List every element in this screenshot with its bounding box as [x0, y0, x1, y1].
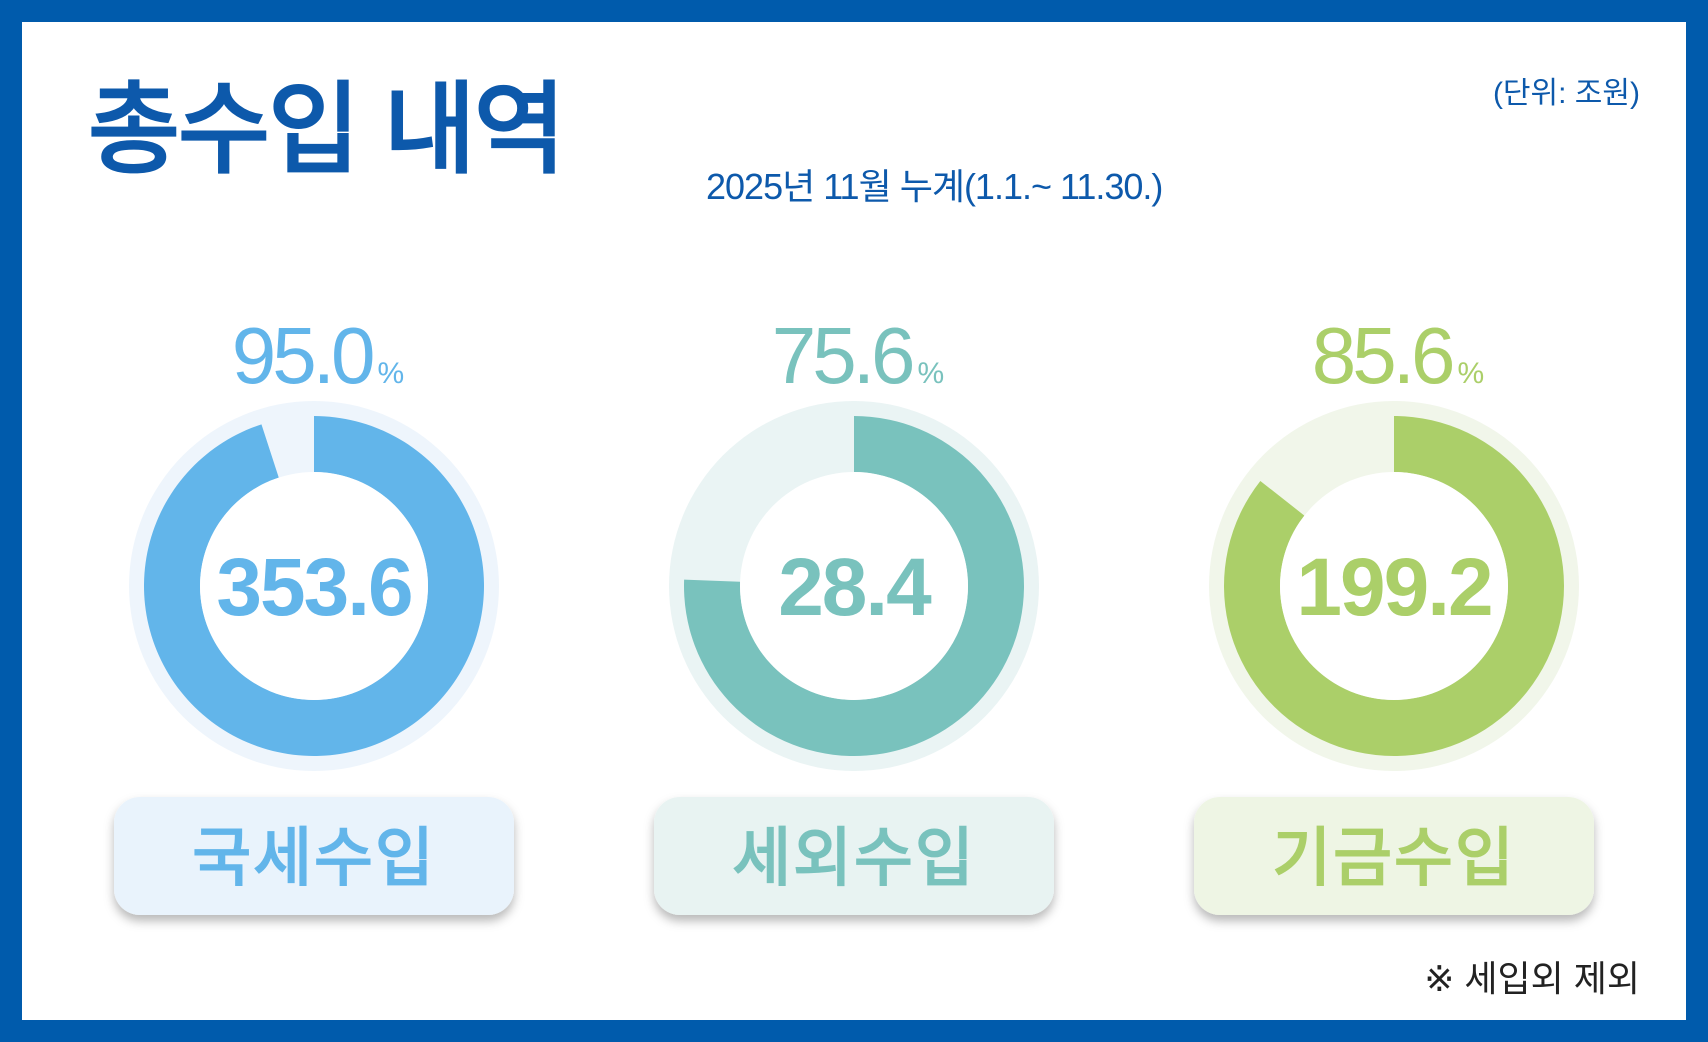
donut-arc: [683, 416, 1024, 756]
percent-sign: %: [1458, 357, 1485, 390]
category-label-box: [654, 797, 1054, 915]
percent-sign: %: [918, 357, 945, 390]
percent-value: 85.6: [1312, 311, 1452, 400]
unit-label: (단위: 조원): [1492, 77, 1640, 110]
donut-group-2: 28.4 75.6 % 세외수입: [654, 311, 1054, 915]
footnote: ※ 세입외 제외: [1424, 958, 1640, 999]
category-label: 세외수입: [732, 822, 976, 894]
category-label: 국세수입: [192, 822, 436, 894]
percent-label: 95.0%: [232, 311, 404, 400]
donut-arc: [144, 416, 485, 757]
category-label-box: [114, 797, 514, 915]
donut-arc: [1223, 416, 1564, 757]
percent-label: 85.6%: [1312, 311, 1484, 400]
period-subtitle: 2025년 11월 누계(1.1.~ 11.30.): [706, 166, 1163, 207]
category-label: 기금수입: [1272, 822, 1516, 894]
donut-hole: [1280, 472, 1508, 700]
percent-value: 75.6: [772, 311, 912, 400]
percent-label: 75.6%: [772, 311, 944, 400]
percent-sign: %: [378, 357, 405, 390]
donut-group-1: 353.6 95.0 % 국세수입: [114, 311, 514, 915]
donut-group-3: 199.2 85.6 % 기금수입: [1194, 311, 1594, 915]
donut-value-label: 353.6: [216, 542, 411, 633]
page-title: 총수입 내역: [88, 74, 566, 186]
donut-value-label: 28.4: [778, 542, 932, 633]
category-label-box: [1194, 797, 1594, 915]
donut-value-label: 199.2: [1296, 542, 1491, 633]
percent-value: 95.0: [232, 311, 373, 400]
donut-hole: [740, 472, 968, 700]
donut-hole: [200, 472, 428, 700]
